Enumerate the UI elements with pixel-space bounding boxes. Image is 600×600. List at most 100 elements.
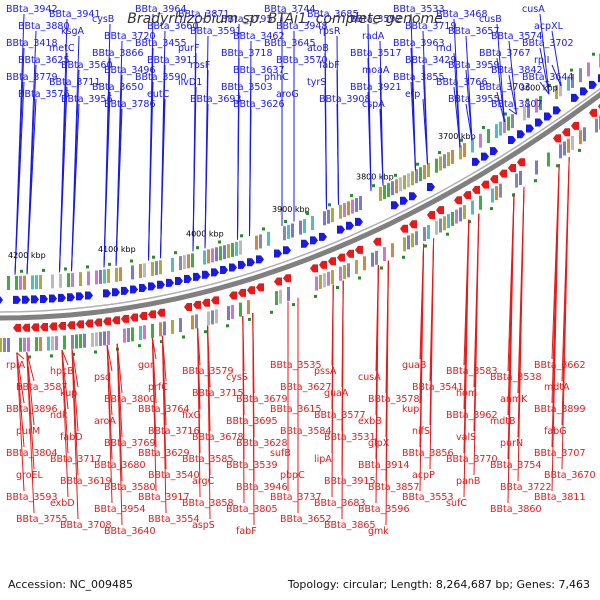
plus-feature-segment — [347, 201, 350, 216]
plus-strand-arrow — [247, 258, 255, 267]
plus-feature-segment — [183, 255, 186, 270]
minus-gene-label: panB — [456, 476, 480, 487]
plus-gene-label: BBta_3911 — [147, 55, 199, 66]
plus-gene-label: rpsR — [319, 26, 341, 37]
minus-feature-segment — [151, 323, 154, 338]
minus-gene-label: sufC — [446, 498, 467, 509]
minus-feature-segment — [479, 195, 482, 210]
minus-gene-label: BBta_3860 — [490, 504, 542, 515]
minus-gene-label: BBta_3896 — [6, 404, 58, 415]
plus-strand-arrow — [76, 292, 84, 301]
plus-feature-segment — [495, 124, 498, 139]
plus-strand-arrow — [274, 249, 282, 258]
minus-feature-segment — [375, 250, 378, 265]
plus-feature-segment — [19, 275, 22, 290]
minus-gene-label: gor — [138, 360, 154, 371]
backbone-layer — [0, 87, 600, 321]
plus-feature-segment — [267, 231, 270, 246]
plus-feature-segment — [79, 272, 82, 287]
minus-feature-segment — [491, 188, 494, 203]
plus-gene-label: BBta_3468 — [436, 9, 488, 20]
scale-tick — [372, 184, 375, 188]
minus-gene-label: BBta_3962 — [446, 410, 498, 421]
minus-strand-arrow — [517, 158, 525, 167]
plus-strand-arrow — [67, 293, 75, 302]
plus-gene-label: BBta_3503 — [221, 82, 273, 93]
plus-strand-arrow — [517, 130, 525, 139]
minus-gene-label: BBta_3811 — [534, 492, 586, 503]
scale-tick — [402, 255, 405, 259]
plus-feature-segment — [391, 181, 394, 196]
plus-gene-leader — [496, 57, 505, 122]
plus-feature-segment — [447, 152, 450, 167]
plus-strand-arrow — [409, 192, 417, 201]
plus-feature-segment — [355, 197, 358, 212]
kbp-label: 4200 kbp — [8, 251, 46, 260]
plus-gene-label: BBta_3842 — [491, 65, 543, 76]
minus-gene-leader — [161, 335, 167, 514]
plus-gene-label: tyrS — [307, 77, 326, 88]
minus-strand-arrow — [427, 211, 435, 219]
minus-gene-leader — [375, 265, 379, 504]
plus-feature-segment — [103, 269, 106, 284]
plus-gene-label: BBta_3657 — [448, 26, 500, 37]
scale-tick — [130, 259, 133, 263]
scale-tick — [578, 148, 581, 152]
minus-gene-label: BBta_3914 — [358, 460, 410, 471]
plus-gene-label: rnd — [436, 43, 452, 54]
plus-feature-segment — [299, 220, 302, 235]
minus-gene-leader — [561, 157, 570, 470]
plus-feature-segment — [287, 224, 290, 239]
plus-gene-leader — [539, 13, 550, 95]
plus-gene-leader — [422, 98, 428, 165]
plus-gene-label: BBta_3645 — [264, 38, 316, 49]
plus-feature-segment — [427, 163, 430, 177]
plus-gene-label: eutC — [147, 89, 170, 100]
minus-feature-segment — [7, 338, 10, 352]
plus-gene-label: BBta_3767 — [479, 48, 531, 59]
scale-tick — [240, 234, 243, 238]
plus-gene-label: rpsF — [190, 60, 210, 71]
minus-feature-segment — [443, 216, 446, 231]
plus-feature-segment — [139, 264, 142, 278]
plus-strand-arrow — [211, 268, 219, 277]
minus-feature-segment — [535, 160, 538, 175]
minus-strand-arrow — [13, 323, 21, 332]
plus-strand-arrow — [472, 157, 480, 166]
minus-feature-segment — [207, 311, 210, 326]
minus-gene-leader — [341, 280, 344, 520]
minus-feature-segment — [287, 286, 290, 301]
minus-strand-arrow — [490, 175, 498, 184]
minus-strand-arrow — [571, 121, 579, 130]
minus-gene-label: BBta_3716 — [148, 426, 200, 437]
minus-gene-label: BBta_3554 — [148, 514, 200, 525]
minus-strand-arrow — [148, 310, 156, 319]
plus-gene-leader — [496, 91, 505, 123]
plus-strand-arrow — [481, 152, 489, 161]
plus-gene-label: BBta_3650 — [92, 82, 144, 93]
plus-feature-segment — [87, 271, 90, 286]
minus-strand-arrow — [76, 320, 84, 329]
minus-feature-segment — [275, 291, 278, 306]
minus-feature-segment — [391, 243, 394, 258]
plus-gene-label: BBta_3955 — [448, 94, 500, 105]
minus-gene-leader — [207, 325, 211, 520]
minus-feature-segment — [343, 265, 346, 280]
plus-feature-segment — [459, 145, 462, 160]
minus-gene-label: fabG — [544, 426, 567, 437]
scale-tick — [28, 355, 31, 359]
minus-feature-segment — [463, 205, 466, 220]
minus-feature-segment — [19, 337, 22, 352]
minus-gene-label: purN — [500, 438, 523, 449]
plus-gene-label: moaA — [362, 65, 390, 76]
minus-gene-leader — [551, 164, 560, 492]
scale-tick — [526, 98, 529, 102]
scale-tick — [336, 286, 339, 289]
plus-feature-segment — [95, 270, 98, 285]
minus-feature-segment — [339, 266, 342, 281]
plus-gene-label: BBta_3576 — [18, 89, 70, 100]
plus-feature-segment — [331, 208, 334, 223]
plus-feature-segment — [143, 263, 146, 278]
minus-strand-arrow — [85, 319, 93, 328]
plus-strand-arrow — [13, 295, 21, 304]
